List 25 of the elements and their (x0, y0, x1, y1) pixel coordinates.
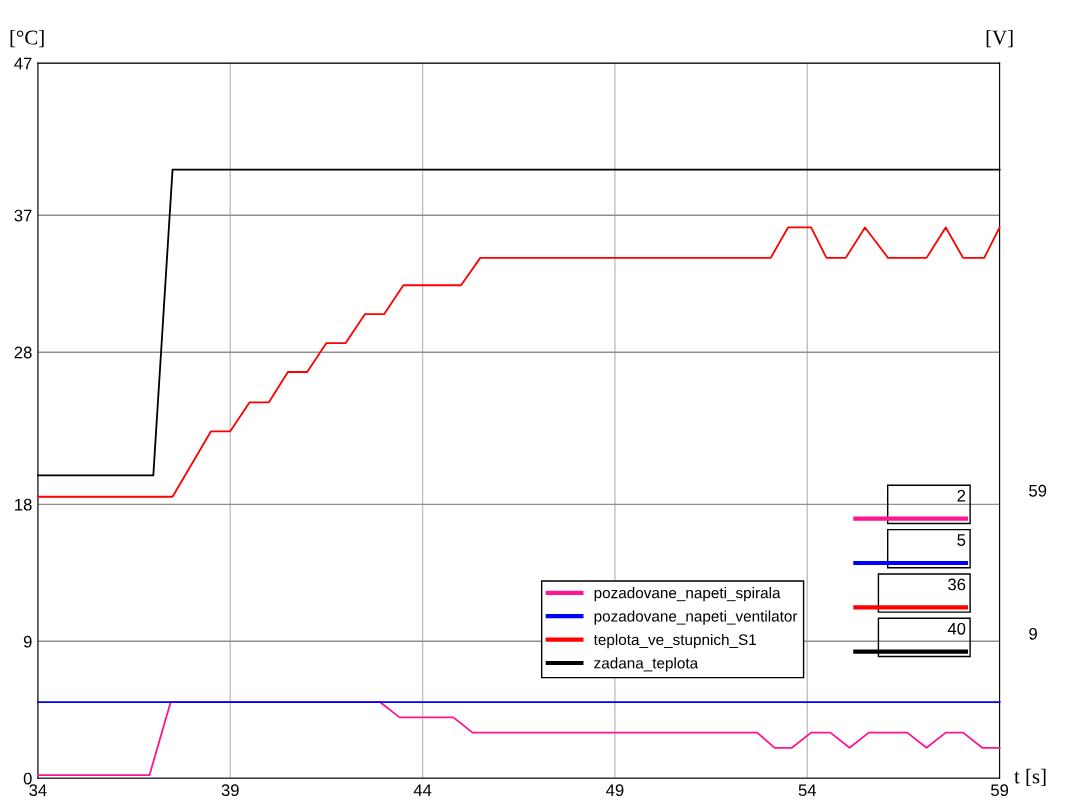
x-tick-label: 54 (798, 784, 817, 797)
legend-label: pozadovane_napeti_ventilator (594, 610, 798, 625)
y-tick-label: 28 (14, 346, 32, 359)
annotation: 2 (957, 489, 966, 502)
annotation: 40 (947, 622, 966, 635)
x-tick-label: 34 (29, 784, 47, 797)
annotation: 36 (948, 578, 966, 591)
y-tick-label: 47 (14, 57, 32, 70)
x-tick-label: 44 (413, 784, 432, 796)
x-tick-label: 49 (606, 784, 624, 797)
legend-label: pozadovane_napeti_spirala (594, 587, 781, 602)
annotation: 5 (957, 534, 966, 546)
y-tick-label: 37 (14, 209, 32, 222)
y-tick-label: 9 (23, 635, 32, 648)
y-axis-title: [°C] (10, 29, 44, 48)
x-tick-label: 59 (991, 784, 1009, 797)
legend-label: zadana_teplota (594, 657, 699, 672)
legend-label: teplota_ve_stupnich_S1 (593, 633, 756, 649)
text: 9 (1029, 627, 1037, 640)
x-axis-title: t [s] (1014, 768, 1046, 787)
text: 59 (1029, 484, 1047, 497)
y2-axis-title: [V] (986, 29, 1013, 48)
x-tick-label: 39 (221, 784, 239, 797)
y-tick-label: 0 (23, 772, 32, 785)
y-tick-label: 18 (15, 498, 32, 511)
